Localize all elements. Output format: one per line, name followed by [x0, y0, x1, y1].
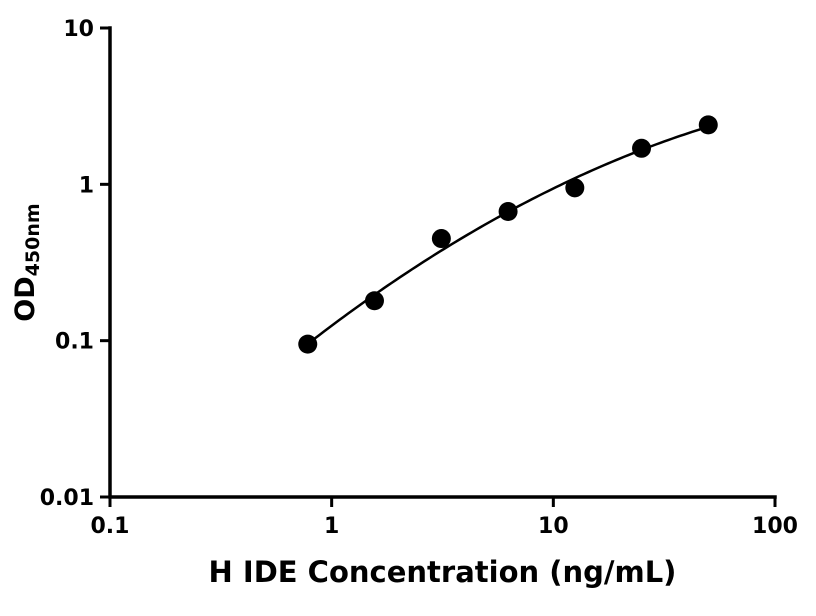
- y-axis-label: OD450nm: [10, 203, 44, 321]
- x-tick-label: 10: [538, 514, 569, 539]
- data-point: [698, 115, 718, 135]
- y-axis-label-sub: 450nm: [22, 203, 44, 276]
- axis-lines: [108, 26, 777, 499]
- y-tick-label: 0.1: [55, 330, 94, 355]
- data-point: [632, 138, 652, 158]
- y-axis-label-main: OD: [10, 276, 41, 321]
- data-point: [298, 334, 318, 354]
- x-tick-label: 100: [752, 514, 798, 539]
- data-point: [565, 178, 585, 198]
- x-axis-label: H IDE Concentration (ng/mL): [209, 555, 677, 589]
- data-point: [498, 202, 518, 222]
- fit-curve: [306, 125, 709, 345]
- y-tick-label: 10: [63, 17, 94, 42]
- data-point: [364, 291, 384, 311]
- y-tick-label: 0.01: [40, 486, 94, 511]
- x-tick-label: 1: [324, 514, 339, 539]
- data-point: [431, 229, 451, 249]
- y-tick-label: 1: [79, 173, 94, 198]
- x-tick-label: 0.1: [91, 514, 130, 539]
